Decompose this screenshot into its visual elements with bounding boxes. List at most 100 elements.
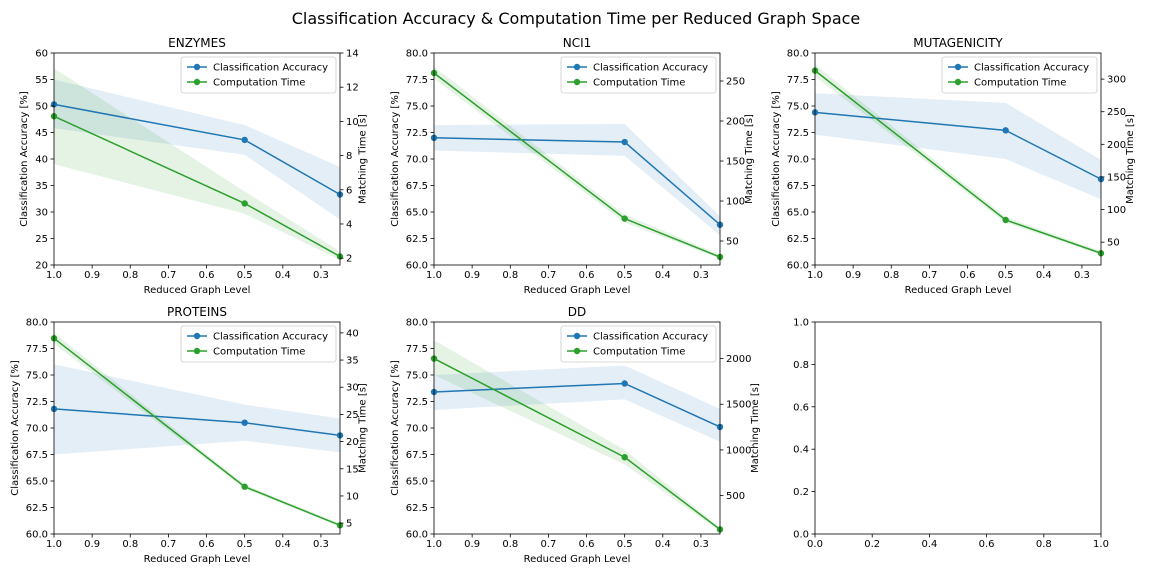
y-tick-label: 70.0 <box>406 424 428 435</box>
y2-tick-label: 1000 <box>726 445 751 456</box>
confidence-band-1 <box>434 340 720 532</box>
legend: Classification Accuracy Computation Time <box>180 56 337 94</box>
y2-axis-label: Matching Time [s] <box>358 383 369 473</box>
x-axis-label: Reduced Graph Level <box>144 554 251 565</box>
y-tick-label: 70.0 <box>406 155 428 166</box>
x-tick-label: 0.8 <box>122 539 138 550</box>
legend-label-0: Classification Accuracy <box>974 63 1089 74</box>
y-tick-label: 72.5 <box>26 397 48 408</box>
legend-label-1: Computation Time <box>593 78 685 89</box>
legend-label-1: Computation Time <box>974 78 1066 89</box>
y-tick-label: 75.0 <box>406 102 428 113</box>
x-tick-label: 0.7 <box>540 270 556 281</box>
y-tick-label: 67.5 <box>787 181 809 192</box>
x-tick-label: 0.3 <box>693 539 709 550</box>
y-tick-label: 75.0 <box>26 371 48 382</box>
x-tick-label: 0.2 <box>864 539 880 550</box>
x-tick-label: 0.8 <box>122 270 138 281</box>
x-tick-label: 0.5 <box>617 270 633 281</box>
y-tick-label: 50 <box>35 102 48 113</box>
legend: Classification Accuracy Computation Time <box>180 325 337 363</box>
x-tick-label: 1.0 <box>46 270 62 281</box>
y-tick-label: 60.0 <box>406 261 428 272</box>
y2-tick-label: 5 <box>346 519 352 530</box>
y-tick-label: 72.5 <box>406 397 428 408</box>
y2-tick-label: 6 <box>346 185 352 196</box>
y2-tick-label: 1500 <box>726 400 751 411</box>
data-point-1-1 <box>621 454 628 461</box>
y-tick-label: 60.0 <box>787 261 809 272</box>
y-tick-label: 77.5 <box>787 75 809 86</box>
legend: Classification Accuracy Computation Time <box>560 325 717 363</box>
legend-marker-1 <box>193 78 201 86</box>
chart-panel-3: 1.0 0.9 0.8 0.7 0.6 0.5 0.4 0.3 60.0 62.5 65.0 67.5… <box>10 305 369 565</box>
data-point-0-1 <box>621 380 628 387</box>
y-tick-label: 72.5 <box>787 128 809 139</box>
y2-tick-label: 15 <box>346 464 359 475</box>
legend-label-0: Classification Accuracy <box>213 332 328 343</box>
y-tick-label: 80.0 <box>787 49 809 60</box>
x-tick-label: 0.9 <box>845 270 861 281</box>
y-tick-label: 60.0 <box>406 530 428 541</box>
y-tick-label: 65.0 <box>406 208 428 219</box>
x-tick-label: 0.4 <box>275 539 291 550</box>
y-tick-label: 20 <box>35 261 48 272</box>
y2-tick-label: 8 <box>346 151 352 162</box>
y-tick-label: 0.6 <box>793 402 809 413</box>
legend: Classification Accuracy Computation Time <box>941 56 1098 94</box>
legend-label-1: Computation Time <box>213 347 305 358</box>
y2-tick-label: 10 <box>346 491 359 502</box>
x-tick-label: 1.0 <box>807 270 823 281</box>
y2-tick-label: 35 <box>346 356 359 367</box>
legend-box <box>560 56 717 94</box>
x-tick-label: 0.3 <box>313 539 329 550</box>
panel-title: DD <box>568 305 586 319</box>
y-tick-label: 65.0 <box>26 477 48 488</box>
y2-tick-label: 50 <box>1107 238 1120 249</box>
y-tick-label: 0.2 <box>793 487 809 498</box>
confidence-band-0 <box>434 365 720 442</box>
x-tick-label: 0.8 <box>1036 539 1052 550</box>
legend-box <box>180 56 337 94</box>
y-tick-label: 80.0 <box>406 49 428 60</box>
x-tick-label: 0.0 <box>807 539 823 550</box>
x-tick-label: 0.4 <box>1036 270 1052 281</box>
chart-panel-5: 0.0 0.2 0.4 0.6 0.8 1.0 0.0 0.2 0.4 0.6 0.8 1.0 <box>793 318 1109 551</box>
y-axis-label: Classification Accuracy [%] <box>19 91 30 227</box>
y2-tick-label: 2000 <box>726 354 751 365</box>
x-tick-label: 0.9 <box>84 270 100 281</box>
confidence-band-0 <box>54 79 340 220</box>
x-tick-label: 0.6 <box>199 539 215 550</box>
y-tick-label: 62.5 <box>406 234 428 245</box>
y-tick-label: 65.0 <box>787 208 809 219</box>
legend-marker-0 <box>193 332 201 340</box>
data-point-1-1 <box>241 200 248 207</box>
y-tick-label: 70.0 <box>787 155 809 166</box>
y-tick-label: 65.0 <box>406 477 428 488</box>
y2-axis-label: Matching Time [s] <box>744 114 755 204</box>
legend-marker-1 <box>573 78 581 86</box>
y2-tick-label: 100 <box>1107 205 1126 216</box>
x-tick-label: 0.5 <box>237 270 253 281</box>
y-tick-label: 1.0 <box>793 318 809 329</box>
y2-tick-label: 10 <box>346 117 359 128</box>
legend-marker-0 <box>573 63 581 71</box>
legend: Classification Accuracy Computation Time <box>560 56 717 94</box>
legend-label-0: Classification Accuracy <box>593 332 708 343</box>
x-tick-label: 0.5 <box>998 270 1014 281</box>
x-axis-label: Reduced Graph Level <box>144 285 251 296</box>
x-tick-label: 0.8 <box>502 270 518 281</box>
y-tick-label: 40 <box>35 155 48 166</box>
x-tick-label: 1.0 <box>46 539 62 550</box>
y-tick-label: 0.0 <box>793 530 809 541</box>
x-tick-label: 0.9 <box>464 539 480 550</box>
legend-marker-0 <box>193 63 201 71</box>
legend-marker-1 <box>573 347 581 355</box>
y-tick-label: 35 <box>35 181 48 192</box>
legend-marker-1 <box>954 78 962 86</box>
confidence-band-0 <box>434 124 720 236</box>
y2-tick-label: 150 <box>726 157 745 168</box>
x-tick-label: 0.6 <box>199 270 215 281</box>
legend-label-0: Classification Accuracy <box>213 63 328 74</box>
